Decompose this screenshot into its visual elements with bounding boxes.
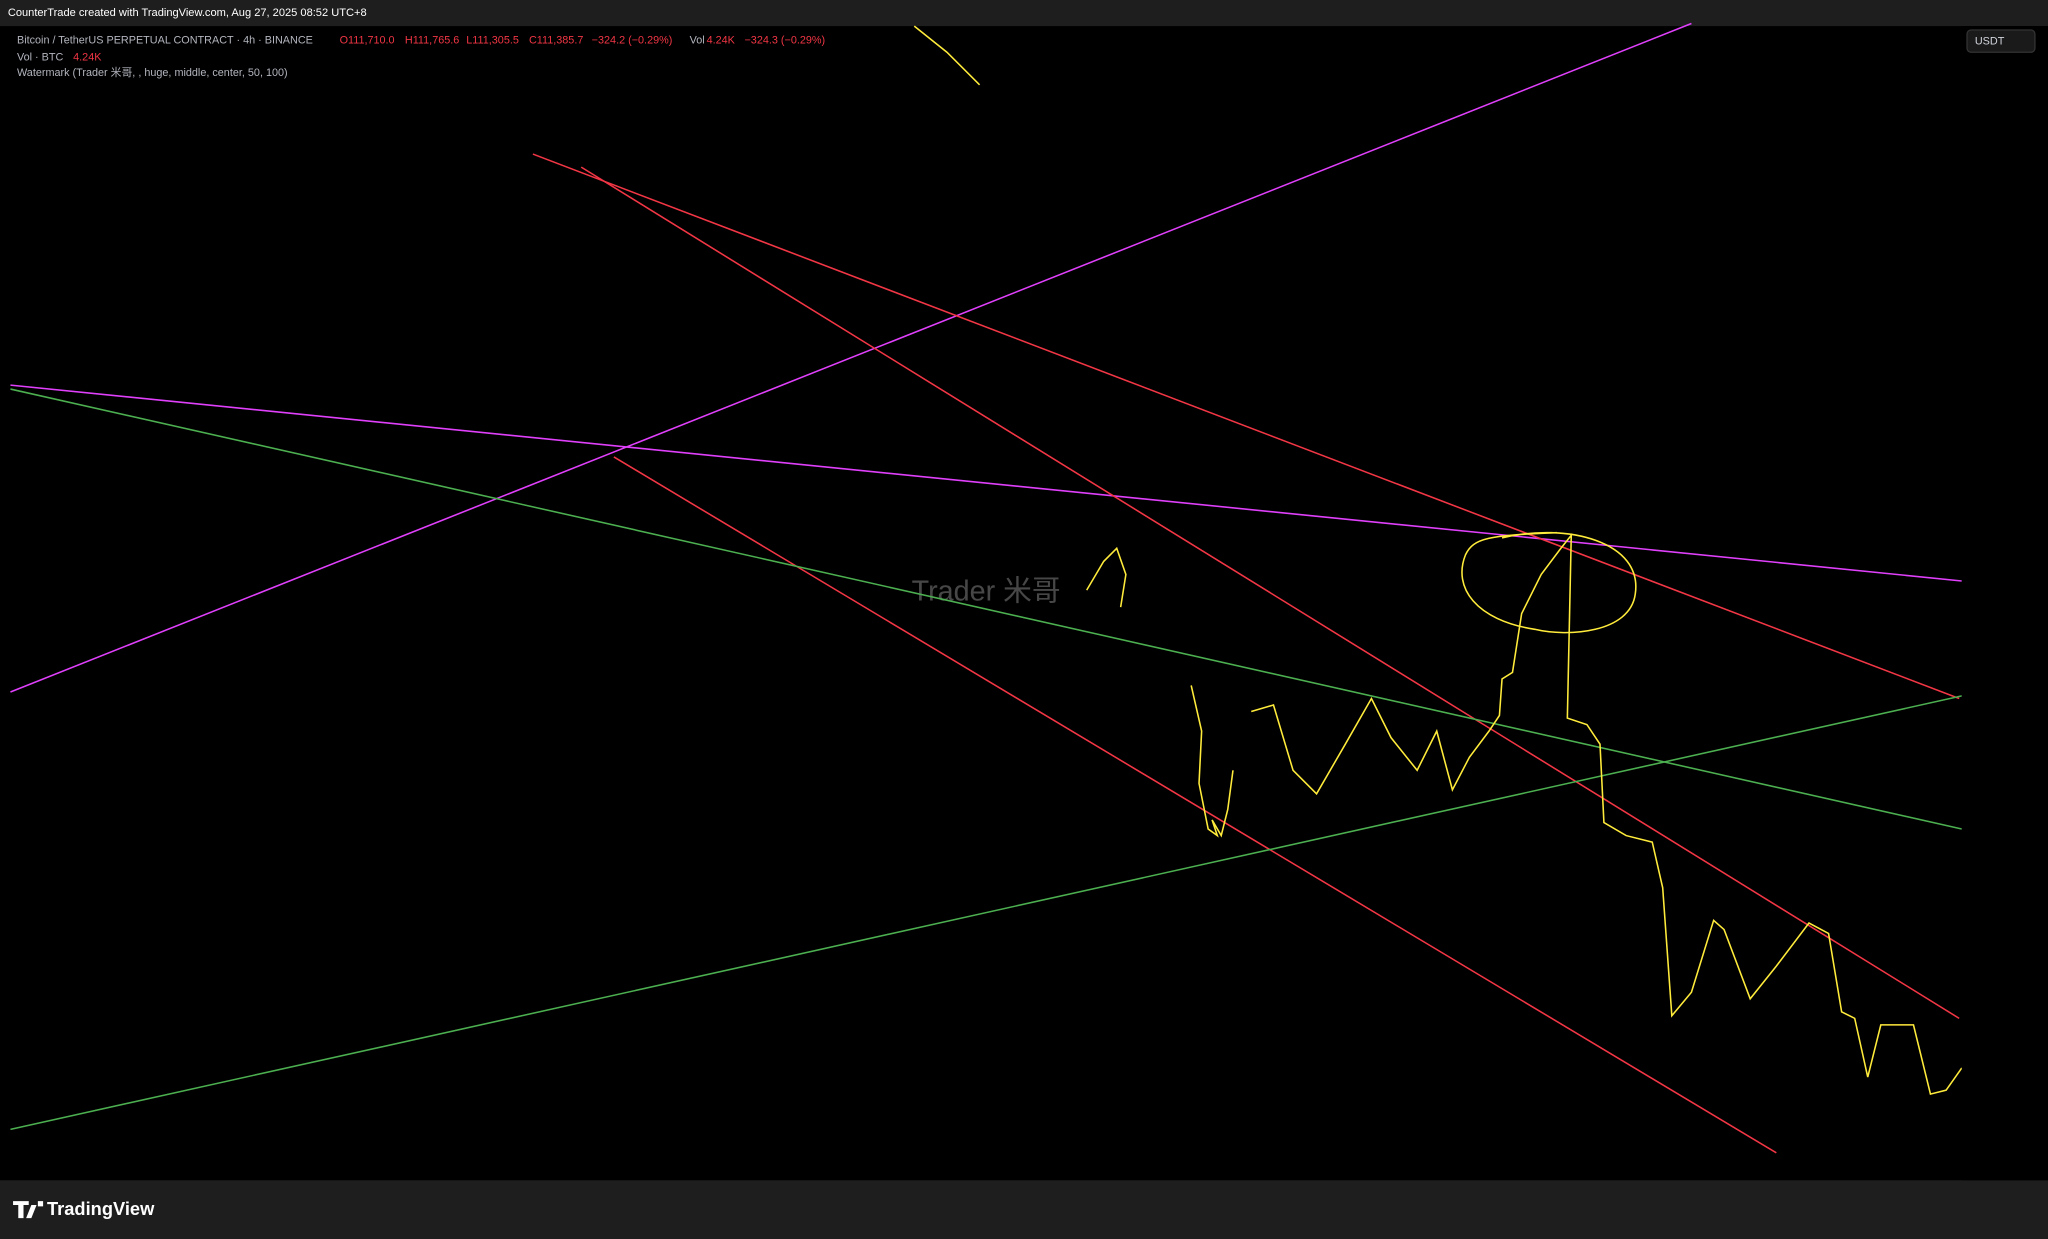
legend: Bitcoin / TetherUS PERPETUAL CONTRACT · …: [17, 34, 825, 79]
ohlc: C111,385.7: [529, 34, 583, 46]
currency[interactable]: USDT: [1975, 36, 2005, 48]
circle-scribble: [1461, 531, 1637, 634]
trend-line: [10, 22, 1692, 693]
trend-line: [532, 153, 1960, 700]
trend-line: [10, 695, 1962, 1131]
trend-line: [613, 456, 1777, 1154]
vol-line-value: 4.24K: [73, 51, 102, 63]
scribble: [1190, 685, 1234, 838]
logo: TradingView: [47, 1198, 155, 1219]
chart-pane: [0, 26, 2048, 1181]
vol-label: Vol: [690, 34, 705, 46]
ohlc: O111,710.0: [340, 34, 395, 46]
footer: TradingView: [13, 1198, 155, 1219]
vol-change: −324.3 (−0.29%): [744, 34, 825, 46]
symbol: Bitcoin / TetherUS PERPETUAL CONTRACT · …: [17, 34, 313, 46]
change: −324.2 (−0.29%): [592, 34, 673, 46]
price-axis: [1961, 26, 2048, 1181]
scribble: [1086, 546, 1127, 608]
drawings: [10, 22, 1963, 1154]
vol-line: Vol · BTC: [17, 51, 64, 63]
watermark-line: Watermark (Trader 米哥, , huge, middle, ce…: [17, 66, 288, 79]
vol-value: 4.24K: [707, 34, 736, 46]
credit: CounterTrade created with TradingView.co…: [8, 7, 367, 19]
trend-line: [580, 166, 1960, 1020]
currency-button[interactable]: [1966, 29, 2036, 53]
watermark: Trader 米哥: [912, 575, 1061, 607]
forecast-scribble: [1251, 532, 1963, 1096]
logo-icon: [13, 1201, 44, 1219]
trend-line: [10, 388, 1962, 830]
ohlc: H111,765.6: [405, 34, 459, 46]
ohlc: L111,305.5: [466, 34, 519, 46]
scribble: [913, 25, 981, 86]
trend-line: [10, 384, 1962, 582]
